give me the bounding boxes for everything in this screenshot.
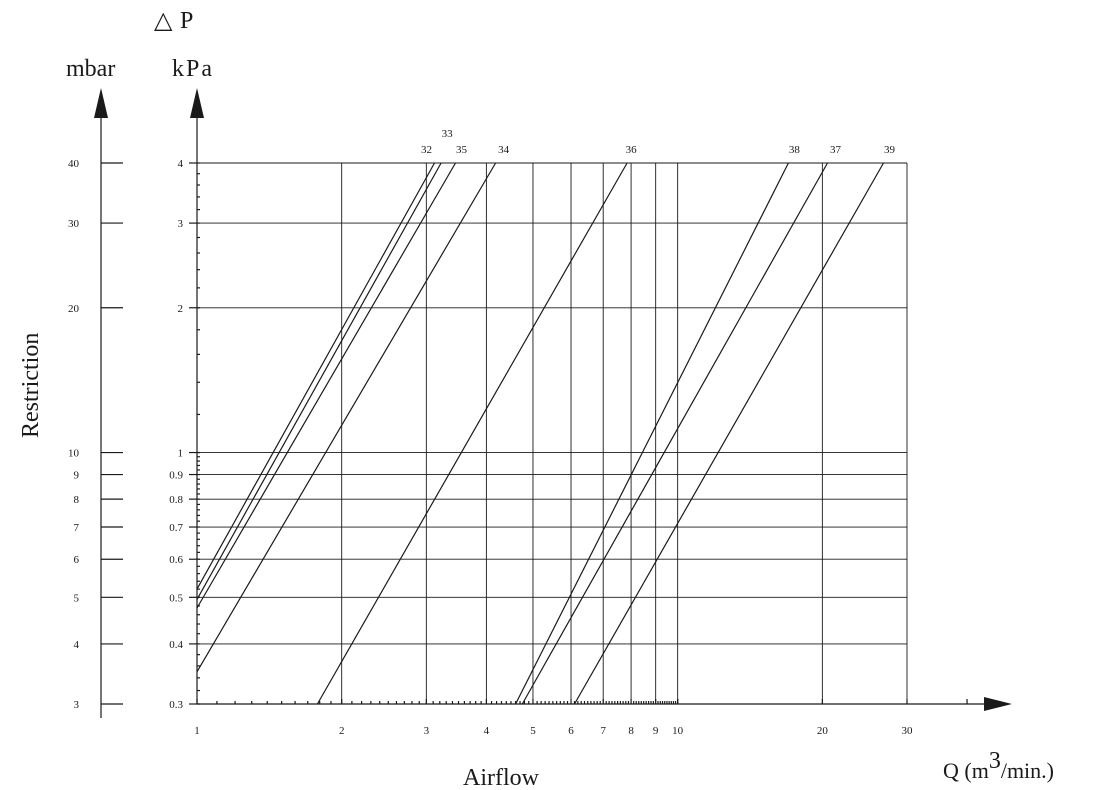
mbar-tick-label: 7 [74, 522, 80, 534]
x-tick-label: 2 [339, 725, 345, 737]
series-line-35 [196, 162, 457, 609]
kpa-axis-arrow [190, 88, 204, 118]
x-axis-title: Airflow [463, 765, 540, 790]
kpa-tick-label: 0.8 [169, 494, 183, 506]
kpa-tick-label: 0.3 [169, 699, 183, 711]
series-line-39 [573, 162, 885, 705]
mbar-tick-label: 5 [74, 592, 80, 604]
mbar-tick-label: 3 [74, 699, 80, 711]
kpa-tick-label: 0.6 [169, 554, 183, 566]
x-tick-label: 8 [628, 725, 634, 737]
x-unit-suffix: /min.) [1001, 758, 1054, 783]
series-label-38: 38 [789, 144, 801, 156]
series-line-38 [515, 162, 789, 705]
kpa-tick-label: 3 [178, 218, 184, 230]
series-label-35: 35 [456, 144, 468, 156]
series-label-33: 33 [442, 128, 454, 140]
x-tick-label: 1 [194, 725, 200, 737]
x-tick-label: 4 [484, 725, 490, 737]
series-label-34: 34 [498, 144, 510, 156]
x-tick-label: 10 [672, 725, 684, 737]
x-tick-label: 3 [424, 725, 430, 737]
kpa-unit-label: kPa [172, 56, 214, 82]
series-line-37 [521, 162, 829, 705]
series-line-34 [196, 162, 497, 673]
mbar-axis-arrow [94, 88, 108, 118]
mbar-tick-label: 6 [74, 554, 80, 566]
kpa-tick-label: 0.9 [169, 470, 183, 482]
x-tick-label: 30 [902, 725, 914, 737]
mbar-tick-label: 10 [68, 448, 80, 460]
x-unit-prefix: Q (m [943, 758, 989, 783]
mbar-tick-label: 8 [74, 494, 80, 506]
series-label-39: 39 [884, 144, 896, 156]
mbar-tick-label: 20 [68, 303, 80, 315]
kpa-tick-label: 0.7 [169, 522, 183, 534]
y-axis-title: Restriction [18, 333, 44, 438]
x-tick-label: 7 [600, 725, 606, 737]
tick-labels: 0.30.40.50.60.70.80.91234345678910203040… [68, 128, 913, 737]
x-axis-arrow [984, 697, 1012, 711]
mbar-tick-label: 30 [68, 218, 80, 230]
series-line-32 [196, 162, 436, 590]
series-line-36 [316, 162, 628, 705]
axes [94, 88, 1012, 718]
x-tick-label: 5 [530, 725, 536, 737]
delta-p-letter: P [180, 8, 193, 34]
series-label-32: 32 [421, 144, 432, 156]
series-lines [196, 162, 885, 705]
kpa-tick-label: 0.4 [169, 639, 183, 651]
x-tick-label: 6 [568, 725, 574, 737]
series-label-37: 37 [830, 144, 842, 156]
x-tick-label: 9 [653, 725, 659, 737]
kpa-tick-label: 4 [178, 158, 184, 170]
kpa-tick-label: 2 [178, 303, 184, 315]
mbar-tick-label: 9 [74, 470, 80, 482]
x-unit-superscript: 3 [989, 748, 1001, 774]
series-label-36: 36 [626, 144, 638, 156]
kpa-tick-label: 1 [178, 448, 184, 460]
series-line-33 [196, 162, 442, 600]
mbar-tick-label: 4 [74, 639, 80, 651]
delta-symbol: △ [154, 8, 173, 34]
grid [197, 162, 908, 704]
x-tick-label: 20 [817, 725, 829, 737]
kpa-tick-label: 0.5 [169, 592, 183, 604]
mbar-unit-label: mbar [66, 56, 115, 82]
x-unit-label: Q (m3/min.) [943, 748, 1054, 783]
mbar-tick-label: 40 [68, 158, 80, 170]
